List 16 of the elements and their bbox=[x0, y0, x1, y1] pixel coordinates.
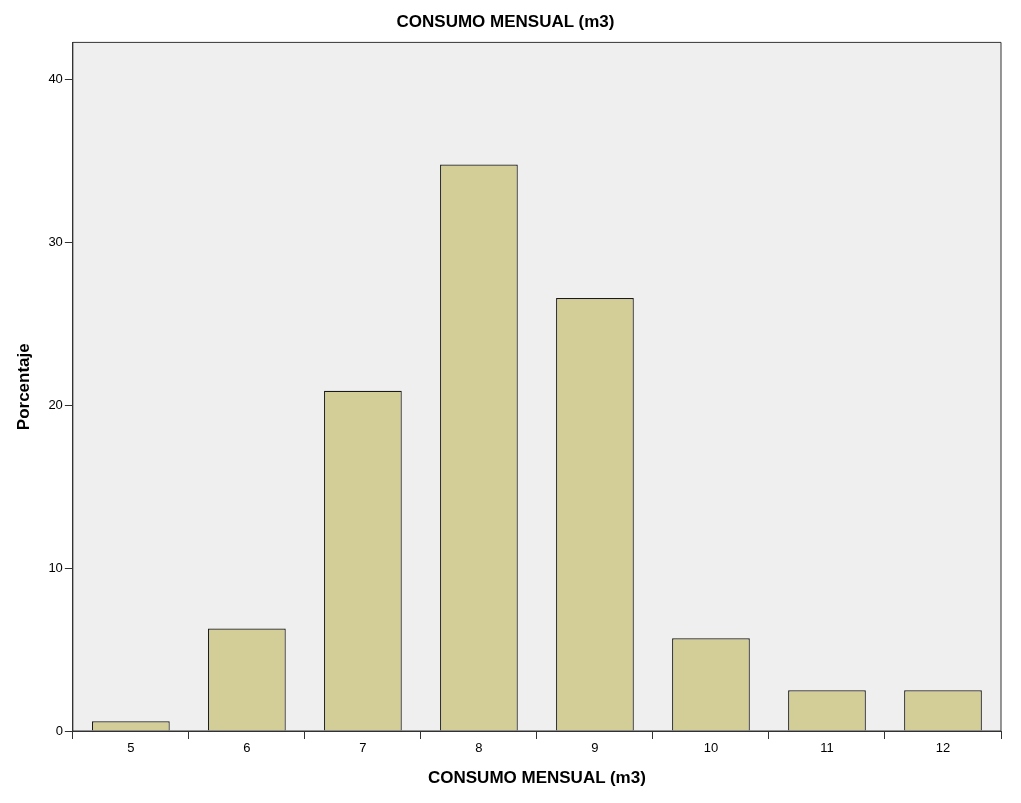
x-axis-title: CONSUMO MENSUAL (m3) bbox=[427, 768, 646, 788]
x-tick-label: 9 bbox=[591, 740, 599, 756]
y-tick-label: 40 bbox=[48, 71, 63, 87]
x-tick-label: 11 bbox=[820, 740, 834, 756]
x-tick-label: 7 bbox=[359, 740, 367, 756]
y-tick-label: 30 bbox=[48, 234, 63, 250]
x-tick-label: 6 bbox=[243, 740, 251, 756]
x-tick-label: 5 bbox=[127, 740, 135, 756]
y-tick-label: 20 bbox=[48, 397, 63, 412]
x-tick-label: 8 bbox=[475, 740, 483, 756]
x-tick-label: 12 bbox=[935, 740, 951, 756]
y-tick-label: 0 bbox=[55, 722, 63, 738]
chart-title: CONSUMO MENSUAL (m3) bbox=[396, 11, 615, 31]
y-axis-title: Porcentaje bbox=[13, 343, 33, 431]
y-tick-label: 10 bbox=[48, 559, 63, 575]
x-tick-label: 10 bbox=[703, 740, 719, 756]
